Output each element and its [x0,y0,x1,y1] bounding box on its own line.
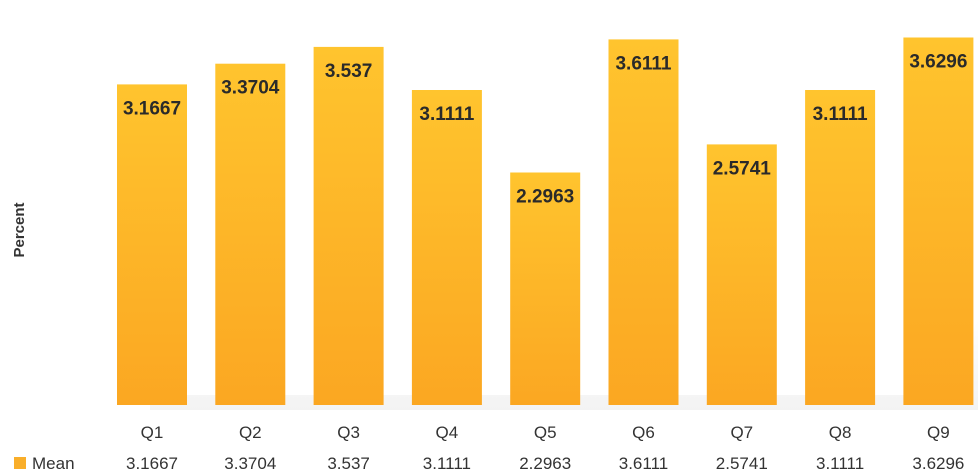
bar-value-label-q5: 2.2963 [516,187,574,208]
data-table-value-q1: 3.1667 [126,454,178,473]
y-axis-label: Percent [11,202,28,257]
category-label-q7: Q7 [730,423,753,442]
legend-swatch [14,457,26,469]
category-label-q2: Q2 [239,423,262,442]
bar-value-label-q9: 3.6296 [909,52,967,73]
category-label-q5: Q5 [534,423,557,442]
bar-q4 [411,90,482,405]
category-label-q8: Q8 [829,423,852,442]
data-table-value-q2: 3.3704 [224,454,276,473]
data-table-value-q6: 3.6111 [619,454,668,473]
bar-q7 [706,144,777,405]
bar-value-label-q1: 3.1667 [123,98,181,119]
data-table-legend: Mean [14,454,75,473]
bar-value-label-q7: 2.5741 [713,158,772,179]
bar-q5 [510,172,581,405]
data-table-value-q4: 3.1111 [423,454,471,473]
bar-value-label-q3: 3.537 [325,61,373,82]
category-label-q1: Q1 [141,423,164,442]
bar-q8 [805,90,876,405]
data-table-value-q3: 3.537 [327,454,370,473]
category-label-q4: Q4 [436,423,459,442]
category-label-q6: Q6 [632,423,655,442]
bar-value-label-q8: 3.1111 [813,104,868,125]
bar-value-label-q6: 3.6111 [615,53,671,74]
bar-q2 [215,63,286,405]
bar-q3 [313,46,384,406]
bars-group: 3.1667 3.3704 3.537 3.1111 2.2963 3.6111 2.574… [117,37,974,406]
data-table-value-q7: 2.5741 [716,454,768,473]
data-table-value-q5: 2.2963 [519,454,571,473]
data-table-values-group: 3.1667 3.3704 3.537 3.1111 2.2963 3.6111 2.574… [126,454,964,473]
data-table-value-q8: 3.1111 [816,454,864,473]
category-labels-group: Q1 Q2 Q3 Q4 Q5 Q6 Q7 Q8 Q9 [141,423,950,442]
category-label-q3: Q3 [337,423,360,442]
category-label-q9: Q9 [927,423,950,442]
bar-q9 [903,37,974,405]
bar-value-label-q2: 3.3704 [221,78,280,99]
bar-q6 [608,39,679,406]
legend-series-name: Mean [32,454,75,473]
bar-q1 [117,84,187,406]
bar-value-label-q4: 3.1111 [419,104,474,125]
data-table-value-q9: 3.6296 [912,454,964,473]
